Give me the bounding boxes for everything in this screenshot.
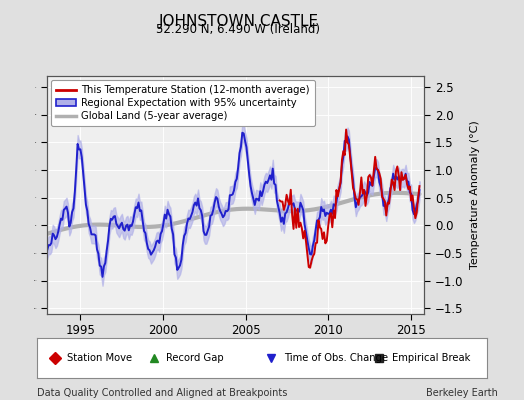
Text: Station Move: Station Move <box>67 353 133 363</box>
Text: Data Quality Controlled and Aligned at Breakpoints: Data Quality Controlled and Aligned at B… <box>37 388 287 398</box>
Text: Berkeley Earth: Berkeley Earth <box>426 388 498 398</box>
Text: Time of Obs. Change: Time of Obs. Change <box>283 353 388 363</box>
Legend: This Temperature Station (12-month average), Regional Expectation with 95% uncer: This Temperature Station (12-month avera… <box>51 80 314 126</box>
Text: Empirical Break: Empirical Break <box>392 353 470 363</box>
Text: Record Gap: Record Gap <box>167 353 224 363</box>
Text: JOHNSTOWN CASTLE: JOHNSTOWN CASTLE <box>158 14 319 29</box>
Y-axis label: Temperature Anomaly (°C): Temperature Anomaly (°C) <box>471 121 481 269</box>
Text: 52.290 N, 6.490 W (Ireland): 52.290 N, 6.490 W (Ireland) <box>157 23 320 36</box>
